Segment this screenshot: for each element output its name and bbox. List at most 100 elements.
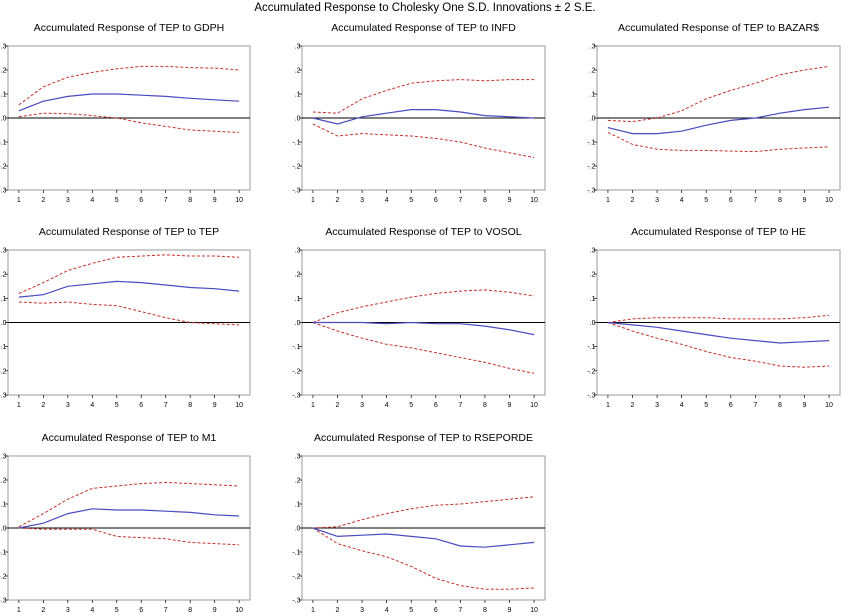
y-tick-label: .0 <box>1 320 7 327</box>
x-tick-label: 10 <box>530 402 538 409</box>
x-tick-label: 7 <box>458 402 462 409</box>
x-tick-label: 4 <box>90 197 94 204</box>
x-tick-label: 8 <box>483 402 487 409</box>
x-tick-label: 1 <box>606 402 610 409</box>
x-tick-label: 5 <box>704 197 708 204</box>
response-line <box>18 280 240 298</box>
y-tick-label: .1 <box>295 92 301 99</box>
x-tick-label: 2 <box>336 402 340 409</box>
y-tick-label: -.3 <box>587 393 595 400</box>
x-tick-label: 2 <box>631 402 635 409</box>
x-tick-label: 1 <box>311 402 315 409</box>
y-tick-label: .3 <box>1 248 7 255</box>
x-tick-label: 6 <box>139 607 143 614</box>
x-tick-label: 7 <box>164 197 168 204</box>
x-tick-label: 4 <box>90 402 94 409</box>
x-tick-label: 8 <box>188 197 192 204</box>
y-tick-label: .3 <box>590 44 596 51</box>
lower-band-line <box>312 322 535 374</box>
response-line <box>312 108 535 125</box>
y-tick-label: -.2 <box>292 574 300 581</box>
panel-7: Accumulated Response of TEP to M1 .3 .2 .1.… <box>0 432 251 614</box>
upper-band-line <box>18 65 240 106</box>
y-tick-label: -.1 <box>292 344 300 351</box>
x-tick-label: 10 <box>825 402 833 409</box>
lower-band-line <box>18 527 240 546</box>
x-tick-label: 10 <box>235 402 243 409</box>
y-tick-label: .2 <box>590 272 596 279</box>
panel-title: Accumulated Response of TEP to INFD <box>331 22 516 34</box>
y-tick-label: .1 <box>590 296 596 303</box>
response-line <box>607 321 830 344</box>
response-line <box>18 93 240 112</box>
y-tick-label: .0 <box>1 526 7 533</box>
x-tick-label: 4 <box>385 197 389 204</box>
x-tick-label: 7 <box>753 402 757 409</box>
y-tick-label: .3 <box>295 44 301 51</box>
response-line <box>607 106 830 135</box>
y-tick-label: .1 <box>1 296 7 303</box>
y-tick-label: .1 <box>1 92 7 99</box>
x-tick-label: 5 <box>409 607 413 614</box>
x-tick-label: 6 <box>434 197 438 204</box>
x-tick-label: 3 <box>655 197 659 204</box>
panel-8: Accumulated Response of TEP to RSEPORDE.… <box>292 432 546 614</box>
upper-band-line <box>18 254 240 294</box>
y-tick-label: .3 <box>590 248 596 255</box>
y-tick-label: -.1 <box>0 344 7 351</box>
x-tick-label: 1 <box>606 197 610 204</box>
x-tick-label: 9 <box>213 402 217 409</box>
x-tick-label: 8 <box>483 607 487 614</box>
x-tick-label: 10 <box>530 197 538 204</box>
response-line <box>312 321 535 336</box>
x-tick-label: 3 <box>66 402 70 409</box>
y-tick-label: .1 <box>295 502 301 509</box>
figure-title: Accumulated Response to Cholesky One S.D… <box>254 2 596 14</box>
x-tick-label: 4 <box>680 197 684 204</box>
x-tick-label: 2 <box>336 197 340 204</box>
y-tick-label: -.2 <box>0 164 7 171</box>
x-tick-label: 1 <box>311 607 315 614</box>
panel-4: Accumulated Response of TEP to TEP .3 .2 .1… <box>0 226 251 409</box>
y-tick-label: -.3 <box>0 393 7 400</box>
lower-band-line <box>18 112 240 133</box>
y-tick-label: .2 <box>295 272 301 279</box>
panel-title: Accumulated Response of TEP to RSEPORDE <box>314 432 533 444</box>
y-tick-label: -.3 <box>0 598 7 605</box>
panel-title: Accumulated Response of TEP to GDPH <box>34 22 224 34</box>
y-tick-label: -.3 <box>292 598 300 605</box>
x-tick-label: 9 <box>803 197 807 204</box>
y-tick-label: .2 <box>295 68 301 75</box>
x-tick-label: 8 <box>483 197 487 204</box>
x-tick-label: 7 <box>164 607 168 614</box>
y-tick-label: .2 <box>1 272 7 279</box>
x-tick-label: 5 <box>115 402 119 409</box>
x-tick-label: 4 <box>385 402 389 409</box>
x-tick-label: 3 <box>360 607 364 614</box>
x-tick-label: 6 <box>729 402 733 409</box>
x-tick-label: 6 <box>139 197 143 204</box>
upper-band-line <box>607 65 830 123</box>
upper-band-line <box>312 289 535 323</box>
lower-band-line <box>607 131 830 153</box>
x-tick-label: 4 <box>90 607 94 614</box>
y-tick-label: -.3 <box>0 188 7 195</box>
x-tick-label: 1 <box>17 402 21 409</box>
y-tick-label: -.1 <box>587 140 595 147</box>
x-tick-label: 2 <box>41 402 45 409</box>
x-tick-label: 10 <box>530 607 538 614</box>
y-tick-label: -.1 <box>0 550 7 557</box>
x-tick-label: 3 <box>360 402 364 409</box>
y-tick-label: -.1 <box>0 140 7 147</box>
y-tick-label: .3 <box>1 44 7 51</box>
upper-band-line <box>312 79 535 114</box>
x-tick-label: 5 <box>409 402 413 409</box>
x-tick-label: 9 <box>213 607 217 614</box>
y-tick-label: .0 <box>1 116 7 123</box>
panel-1: Accumulated Response of TEP to GDPH .3 .2.… <box>0 22 251 204</box>
y-tick-label: .1 <box>1 502 7 509</box>
x-tick-label: 3 <box>360 197 364 204</box>
panel-title: Accumulated Response of TEP to HE <box>631 226 806 238</box>
panel-2: Accumulated Response of TEP to INFD .3 .2.… <box>292 22 546 204</box>
panel-title: Accumulated Response of TEP to M1 <box>42 432 217 444</box>
